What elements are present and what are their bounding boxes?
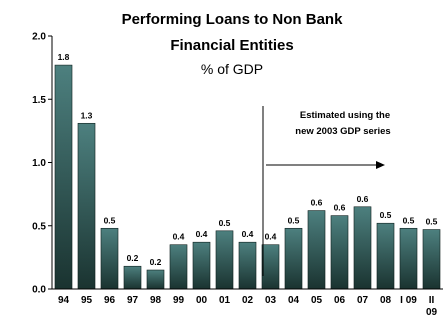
data-label: 0.4 [242, 229, 254, 239]
bar [77, 122, 96, 290]
x-tick-label: 07 [357, 295, 369, 306]
x-tick-label: 99 [173, 295, 185, 306]
data-label: 0.2 [150, 257, 162, 267]
x-tick-label: 03 [265, 295, 277, 306]
bar [284, 227, 303, 290]
x-tick-label: 06 [334, 295, 346, 306]
bar [353, 206, 372, 290]
data-label: 0.4 [173, 232, 185, 242]
bar [54, 64, 73, 290]
data-label: 0.6 [311, 198, 323, 208]
data-label: 0.5 [288, 215, 300, 225]
annotation-line-2: new 2003 GDP series [295, 126, 390, 137]
data-label: 0.4 [196, 229, 208, 239]
x-tick-label: 00 [196, 295, 208, 306]
data-label: 0.5 [104, 215, 116, 225]
data-label: 0.5 [219, 218, 231, 228]
x-axis: 94 95 96 97 98 99 00 01 02 03 04 05 06 07 08 I 09 II 09 [52, 288, 443, 318]
x-tick-label: 01 [219, 295, 231, 306]
data-label: 1.8 [58, 52, 70, 62]
y-tick-label: 2.0 [32, 32, 46, 43]
y-tick-label: 1.5 [32, 95, 46, 106]
x-tick-label: 94 [58, 295, 70, 306]
x-tick-label: 96 [104, 295, 116, 306]
bar [123, 265, 142, 290]
y-tick-label: 0.5 [32, 221, 46, 232]
data-label: 0.2 [127, 253, 139, 263]
bar [399, 227, 418, 290]
x-tick-label: 05 [311, 295, 323, 306]
bar [261, 244, 280, 290]
data-label: 1.3 [81, 110, 93, 120]
annotation-arrowhead [376, 161, 385, 169]
chart-title-line-1: Performing Loans to Non Bank [122, 11, 344, 28]
bar [422, 229, 441, 290]
data-label: 0.6 [334, 203, 346, 213]
y-tick-label: 0.0 [32, 285, 46, 296]
bars: 1.8 1.3 0.5 0.2 0.2 0.4 0.4 0.5 0.4 0.4 0.5 0.6 0.6 0… [54, 52, 441, 290]
x-tick-label: I 09 [400, 295, 417, 306]
bar [330, 215, 349, 290]
data-label: 0.5 [403, 215, 415, 225]
data-label: 0.5 [380, 210, 392, 220]
bar [100, 227, 119, 290]
x-tick-label: 02 [242, 295, 254, 306]
annotation-line-1: Estimated using the [300, 110, 390, 121]
y-tick-label: 1.0 [32, 158, 46, 169]
x-tick-label: 97 [127, 295, 139, 306]
data-label: 0.6 [357, 194, 369, 204]
x-tick-label: 08 [380, 295, 392, 306]
data-label: 0.5 [426, 217, 438, 227]
bar [192, 241, 211, 290]
y-axis: 0.0 0.5 1.0 1.5 2.0 [32, 32, 53, 296]
bar [146, 269, 165, 290]
bar [169, 244, 188, 290]
chart-subtitle: % of GDP [201, 61, 263, 77]
bar [238, 241, 257, 290]
x-tick-label: 98 [150, 295, 162, 306]
data-label: 0.4 [265, 232, 277, 242]
x-tick-label: II 09 [426, 295, 438, 318]
bar [215, 230, 234, 290]
x-tick-label: 95 [81, 295, 93, 306]
chart-title-line-2: Financial Entities [170, 37, 293, 54]
x-tick-label: 04 [288, 295, 300, 306]
bar [376, 222, 395, 290]
bar [307, 210, 326, 290]
